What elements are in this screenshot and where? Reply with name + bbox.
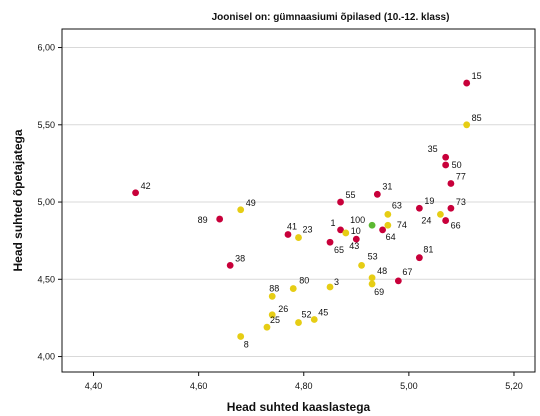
point-label: 77 bbox=[456, 172, 466, 182]
data-point bbox=[437, 211, 444, 218]
data-point bbox=[268, 292, 276, 300]
y-axis-title: Head suhted õpetajatega bbox=[11, 129, 25, 271]
x-axis-title: Head suhted kaaslastega bbox=[227, 400, 371, 414]
data-point bbox=[352, 235, 360, 243]
x-tick-label: 4,40 bbox=[85, 381, 103, 391]
point-label: 69 bbox=[374, 287, 384, 297]
x-tick-label: 5,20 bbox=[505, 381, 523, 391]
data-point bbox=[295, 234, 302, 241]
point-label: 67 bbox=[402, 267, 412, 277]
data-point bbox=[226, 261, 234, 269]
data-point bbox=[447, 180, 455, 187]
point-label: 38 bbox=[235, 253, 245, 263]
plot-frame bbox=[61, 28, 536, 373]
data-point bbox=[442, 217, 450, 224]
data-point bbox=[442, 161, 450, 169]
data-point bbox=[447, 204, 455, 212]
tick-labels: 4,00 4,50 5,00 5,50 6,00 4,40 4,60 4,80 5,00 5,20 bbox=[37, 43, 522, 391]
data-point bbox=[263, 323, 271, 331]
y-tick-label: 4,00 bbox=[37, 352, 55, 362]
point-label: 26 bbox=[278, 304, 288, 314]
data-point bbox=[463, 79, 471, 87]
point-label: 73 bbox=[456, 197, 466, 207]
data-point bbox=[216, 215, 224, 223]
data-point bbox=[342, 229, 350, 237]
point-label: 65 bbox=[334, 245, 344, 255]
point-label: 31 bbox=[382, 181, 392, 191]
data-point bbox=[237, 333, 245, 340]
data-point bbox=[384, 221, 392, 229]
data-point bbox=[415, 254, 423, 262]
point-label: 80 bbox=[299, 276, 309, 286]
point-label: 50 bbox=[452, 160, 462, 170]
x-tick-label: 4,80 bbox=[295, 381, 313, 391]
y-tick-label: 5,00 bbox=[37, 197, 55, 207]
data-point bbox=[295, 319, 302, 326]
data-point bbox=[132, 189, 139, 197]
data-point bbox=[310, 316, 318, 323]
point-label: 66 bbox=[451, 221, 461, 231]
point-label: 42 bbox=[141, 181, 151, 191]
data-point bbox=[326, 283, 334, 291]
point-label: 74 bbox=[397, 220, 407, 230]
point-label: 24 bbox=[421, 215, 431, 225]
point-label: 1 bbox=[331, 218, 336, 228]
data-point bbox=[463, 121, 471, 129]
data-point bbox=[358, 261, 365, 269]
data-point bbox=[337, 226, 344, 234]
data-point bbox=[289, 285, 297, 292]
point-label: 23 bbox=[303, 225, 313, 235]
y-tick-label: 6,00 bbox=[37, 43, 55, 53]
chart-title: Joonisel on: gümnaasiumi õpilased (10.-1… bbox=[212, 12, 450, 23]
point-label: 100 bbox=[350, 215, 365, 225]
data-point bbox=[326, 238, 334, 246]
data-point bbox=[368, 221, 376, 229]
point-label: 25 bbox=[270, 315, 280, 325]
data-point bbox=[268, 311, 276, 319]
point-label: 85 bbox=[472, 113, 482, 123]
point-label: 55 bbox=[346, 190, 356, 200]
point-label: 88 bbox=[269, 283, 279, 293]
point-label: 64 bbox=[386, 232, 396, 242]
point-label: 8 bbox=[244, 339, 249, 349]
axes bbox=[61, 28, 536, 373]
data-point bbox=[368, 280, 376, 288]
point-label: 45 bbox=[318, 307, 328, 317]
point-label: 3 bbox=[334, 277, 339, 287]
y-tick-label: 5,50 bbox=[37, 120, 55, 130]
data-point bbox=[237, 206, 245, 214]
point-label: 49 bbox=[246, 198, 256, 208]
point-label: 63 bbox=[392, 200, 402, 210]
point-label: 15 bbox=[472, 71, 482, 81]
point-label: 89 bbox=[198, 215, 208, 225]
point-label: 81 bbox=[423, 245, 433, 255]
data-point bbox=[384, 211, 392, 218]
x-tick-label: 4,60 bbox=[190, 381, 208, 391]
point-label: 48 bbox=[377, 266, 387, 276]
grid-lines bbox=[62, 47, 535, 358]
data-point bbox=[373, 190, 381, 198]
point-label: 19 bbox=[424, 196, 434, 206]
data-point bbox=[379, 226, 386, 234]
point-label: 43 bbox=[349, 241, 359, 251]
data-points bbox=[132, 79, 471, 340]
data-point bbox=[284, 231, 292, 238]
data-point bbox=[442, 153, 450, 161]
point-label: 35 bbox=[428, 144, 438, 154]
y-tick-label: 4,50 bbox=[37, 274, 55, 284]
data-point bbox=[394, 277, 402, 285]
point-label: 41 bbox=[287, 221, 297, 231]
data-point bbox=[415, 204, 423, 212]
point-label: 52 bbox=[302, 310, 312, 320]
point-label: 53 bbox=[368, 251, 378, 261]
data-point bbox=[337, 198, 344, 206]
point-label: 10 bbox=[351, 226, 361, 236]
x-tick-label: 5,00 bbox=[400, 381, 418, 391]
data-point bbox=[368, 274, 376, 282]
